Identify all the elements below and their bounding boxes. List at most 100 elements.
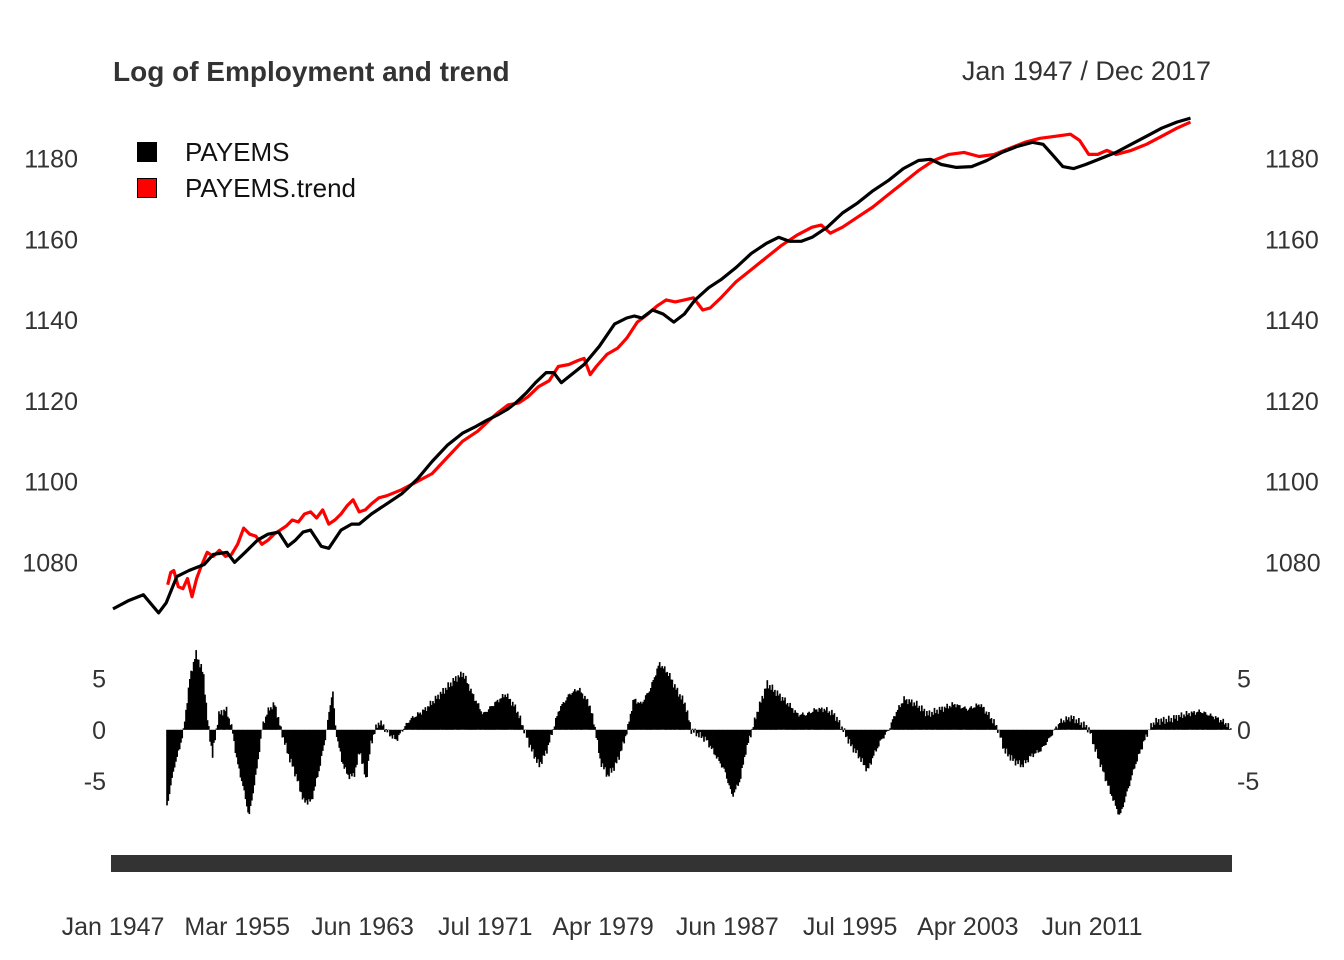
bar: [909, 702, 912, 730]
bar: [1160, 718, 1163, 730]
bar: [348, 729, 351, 780]
bar: [1093, 729, 1095, 745]
bar: [817, 711, 819, 730]
bar: [282, 729, 285, 738]
bar: [549, 729, 552, 735]
bar: [491, 706, 494, 730]
bar: [1105, 729, 1108, 781]
bar: [752, 727, 755, 730]
bar: [373, 729, 376, 734]
bar: [661, 666, 664, 730]
bar: [438, 699, 441, 730]
bar: [772, 691, 775, 730]
bar: [228, 718, 230, 730]
bar: [936, 709, 938, 730]
bar: [723, 729, 726, 769]
bar: [855, 729, 857, 754]
bar: [629, 713, 632, 730]
range-selector-bar[interactable]: [111, 855, 1232, 872]
bar: [411, 716, 414, 730]
bar: [1008, 729, 1011, 755]
bar: [1179, 717, 1182, 730]
bar: [337, 729, 339, 742]
bar: [1079, 725, 1081, 730]
bar: [939, 709, 942, 730]
bar: [1053, 728, 1056, 730]
bar: [1050, 729, 1052, 737]
bar: [1178, 715, 1180, 730]
bar: [852, 729, 855, 753]
bar: [826, 707, 828, 730]
bar: [917, 707, 919, 730]
bar: [245, 729, 248, 807]
bar: [357, 729, 360, 754]
bar: [828, 711, 831, 730]
date-range-label: Jan 1947 / Dec 2017: [961, 56, 1211, 86]
bar: [257, 729, 260, 760]
bar: [648, 691, 651, 730]
bar: [306, 729, 309, 805]
bar: [985, 711, 988, 730]
bar: [1216, 717, 1218, 730]
bar: [1154, 724, 1156, 730]
bar: [309, 729, 311, 802]
bar: [320, 729, 323, 756]
bar: [535, 729, 538, 763]
bar: [604, 729, 607, 768]
bar: [273, 705, 276, 730]
bar: [219, 714, 222, 730]
bar: [689, 722, 691, 730]
bar: [397, 729, 400, 736]
bar: [448, 687, 451, 730]
bar: [566, 697, 569, 730]
legend-item-payems: PAYEMS: [137, 134, 356, 170]
bar: [1000, 729, 1003, 738]
bar: [893, 716, 895, 730]
legend: PAYEMS PAYEMS.trend: [137, 134, 356, 206]
bar: [490, 706, 493, 730]
bar: [390, 729, 393, 736]
bar: [509, 698, 512, 730]
bar: [993, 719, 995, 730]
bar: [570, 695, 572, 730]
bar: [803, 714, 805, 730]
bar: [1228, 729, 1231, 730]
bar: [579, 687, 581, 730]
bar: [615, 729, 618, 764]
bar: [824, 710, 827, 730]
bar: [401, 729, 404, 732]
bar: [1207, 715, 1209, 730]
bar: [453, 680, 456, 730]
bar: [791, 708, 794, 730]
bar: [699, 729, 702, 732]
bar: [586, 698, 589, 730]
bar: [926, 711, 928, 730]
bar: [430, 704, 433, 730]
bar: [744, 729, 747, 755]
bar: [1064, 722, 1066, 730]
bar: [332, 691, 334, 730]
bar: [800, 714, 803, 730]
bar: [510, 705, 513, 730]
bar: [801, 712, 804, 730]
bar: [247, 729, 249, 813]
bar: [613, 729, 615, 771]
bar: [1223, 724, 1226, 730]
bar: [316, 729, 319, 777]
bar: [197, 659, 200, 730]
bar: [342, 729, 344, 764]
bar: [690, 729, 693, 734]
bar: [812, 711, 814, 730]
bar: [562, 702, 565, 730]
bar: [633, 699, 636, 730]
bar: [444, 687, 447, 730]
bar: [805, 715, 808, 730]
bar: [220, 710, 223, 730]
bar: [667, 676, 670, 730]
bar: [1083, 721, 1085, 730]
bar: [886, 729, 889, 731]
bar: [889, 728, 891, 730]
bar: [385, 729, 387, 730]
bar: [753, 717, 756, 730]
